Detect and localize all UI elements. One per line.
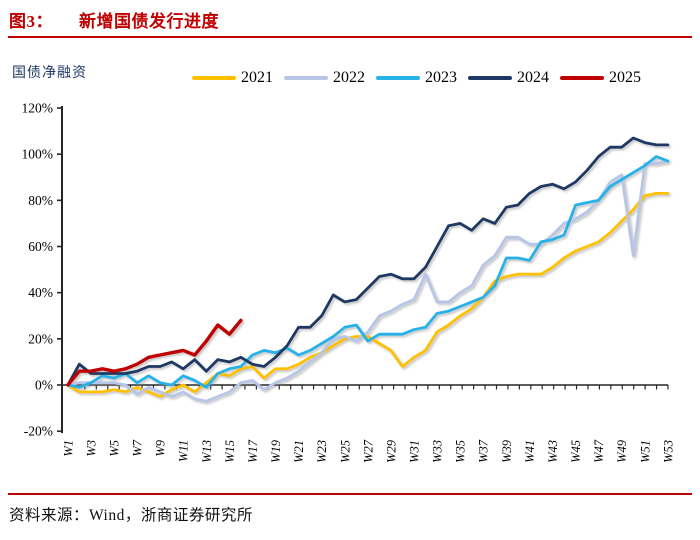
legend-item-2023: 2023 — [376, 69, 457, 87]
x-axis-label: W15 — [223, 440, 237, 463]
chart-legend: 2021 2022 2023 2024 2025 — [192, 69, 641, 87]
x-axis-label: W11 — [177, 440, 191, 462]
x-axis-label: W29 — [384, 439, 398, 463]
legend-label: 2024 — [517, 69, 549, 86]
series-line-2021 — [66, 191, 670, 398]
title-divider — [8, 36, 692, 38]
x-axis-label: W3 — [84, 440, 98, 457]
x-axis-label: W39 — [500, 439, 514, 463]
y-axis-label: 40% — [28, 285, 53, 300]
plot-area: 120% 100% 80% 60% 40% 20% 0% -20% W1 W3 W5 W7 W9 W11 W… — [22, 101, 676, 463]
y-axis-label: 120% — [22, 101, 54, 116]
legend-line-swatch — [468, 76, 512, 80]
x-axis-label: W7 — [131, 439, 145, 456]
series-line-2023 — [66, 155, 670, 389]
legend-item-2021: 2021 — [192, 69, 273, 87]
x-axis-label: W1 — [61, 440, 75, 457]
legend-label: 2023 — [425, 69, 457, 86]
source-line: 资料来源：Wind，浙商证券研究所 — [9, 503, 253, 525]
x-axis-label: W23 — [315, 440, 329, 463]
x-axis-label: W9 — [154, 439, 168, 456]
x-axis-label: W49 — [615, 439, 629, 463]
x-axis-label: W45 — [569, 440, 583, 463]
chart-axis-note: 国债净融资 — [12, 66, 87, 81]
legend-item-2022: 2022 — [284, 69, 365, 87]
x-axis-label: W5 — [107, 440, 121, 457]
legend-item-2025: 2025 — [560, 69, 641, 87]
legend-line-swatch — [192, 76, 236, 80]
legend-label: 2022 — [333, 69, 365, 86]
source-divider — [8, 493, 692, 495]
series-line-2024 — [66, 136, 670, 387]
x-axis-label: W33 — [431, 440, 445, 463]
legend-line-swatch — [284, 76, 328, 80]
figure-title-text: 新增国债发行进度 — [79, 12, 219, 31]
series-line-2025 — [66, 318, 243, 387]
x-axis-label: W35 — [454, 440, 468, 463]
x-axis-label: W13 — [200, 440, 214, 463]
source-text: Wind，浙商证券研究所 — [89, 507, 253, 524]
x-axis-label: W17 — [246, 439, 260, 463]
y-axis-label: 0% — [35, 378, 53, 393]
series-lines — [66, 136, 670, 403]
figure-title: 图3： 新增国债发行进度 — [9, 7, 219, 32]
source-label: 资料来源： — [9, 507, 90, 524]
x-axis-label: W37 — [477, 439, 491, 463]
y-axis-label: 100% — [22, 147, 54, 162]
x-axis-label: W25 — [338, 440, 352, 463]
figure-number: 图3： — [9, 12, 53, 31]
y-axis-label: 60% — [28, 239, 53, 254]
x-axis-label: W21 — [292, 440, 306, 463]
x-axis-label: W43 — [546, 440, 560, 463]
legend-line-swatch — [376, 76, 420, 80]
legend-line-swatch — [560, 76, 604, 80]
y-axis-label: 80% — [28, 193, 53, 208]
x-axis-label: W27 — [361, 439, 375, 463]
legend-label: 2021 — [241, 69, 273, 86]
y-axis-label: 20% — [28, 331, 53, 346]
x-axis-label: W19 — [269, 439, 283, 463]
x-axis-label: W51 — [638, 440, 652, 463]
legend-item-2024: 2024 — [468, 69, 549, 87]
y-axis-label: -20% — [24, 424, 53, 439]
legend-label: 2025 — [609, 69, 641, 86]
x-axis-label: W31 — [408, 440, 422, 463]
x-axis-label: W47 — [592, 439, 606, 463]
x-axis-label: W53 — [661, 440, 675, 463]
x-axis-label: W41 — [523, 440, 537, 463]
